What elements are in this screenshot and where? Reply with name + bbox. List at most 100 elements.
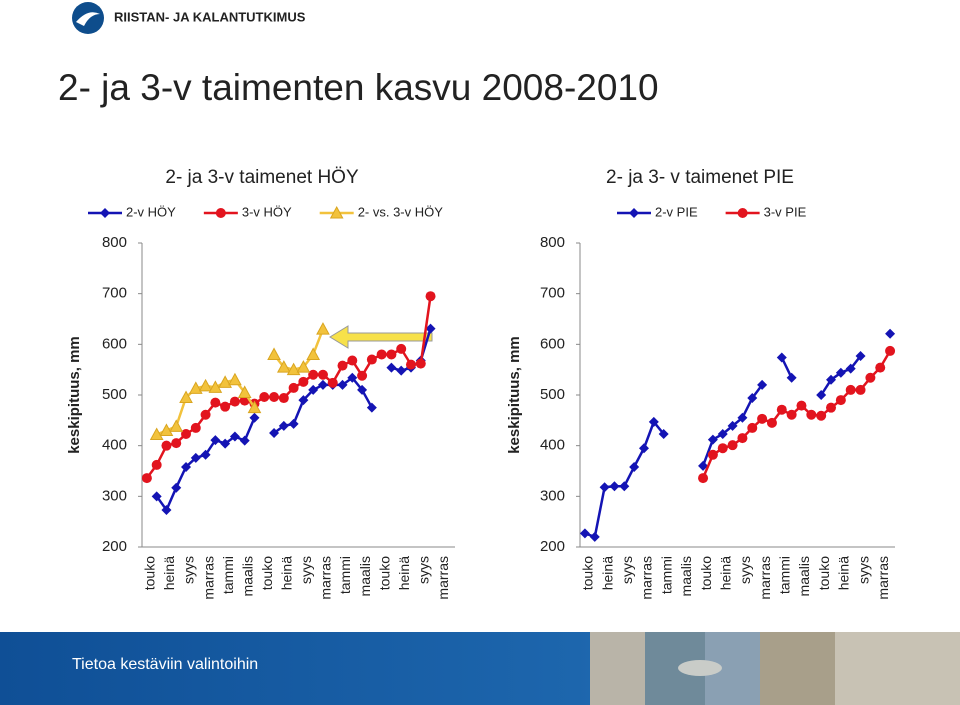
circle-marker [806,409,817,420]
circle-marker [737,433,748,444]
triangle-marker [159,423,174,436]
y-tick-label: 400 [540,437,565,454]
triangle-marker [149,427,164,441]
diamond-marker [100,208,110,218]
circle-marker [190,422,201,433]
diamond-marker [629,208,639,218]
circle-marker [885,345,896,356]
triangle-marker [276,360,291,373]
circle-marker [396,343,407,354]
circle-marker [816,410,827,421]
diamond-marker [151,491,162,502]
y-tick-label: 400 [102,437,127,454]
x-tick-label: marras [875,556,891,600]
circle-marker [181,429,192,440]
diamond-marker [717,429,728,440]
diamond-marker [579,528,590,539]
circle-marker [826,402,837,413]
slide-title: 2- ja 3-v taimenten kasvu 2008-2010 [58,67,659,108]
circle-marker [707,449,718,460]
annotation-arrow [329,325,433,349]
diamond-marker [171,482,182,493]
diamond-marker [288,418,299,429]
circle-marker [835,395,846,406]
diamond-marker [210,435,221,446]
circle-marker [376,349,387,360]
y-tick-label: 800 [102,234,127,251]
legend-label: 2- vs. 3-v HÖY [358,204,444,219]
x-tick-label: tammi [777,556,793,594]
triangle-marker [188,381,203,394]
x-tick-label: maalis [239,556,255,596]
diamond-marker [826,374,837,385]
diamond-marker [747,393,758,404]
x-tick-label: marras [200,556,216,600]
diamond-marker [337,379,348,390]
x-tick-label: syys [855,556,871,584]
y-tick-label: 200 [102,538,127,555]
circle-marker [171,438,182,449]
circle-marker [698,473,709,484]
circle-marker [757,413,768,424]
x-tick-label: heinä [836,556,852,590]
diamond-marker [220,438,231,449]
footer-photo [590,632,645,705]
footer-text: Tietoa kestäviin valintoihin [72,656,258,673]
circle-marker [347,355,358,366]
x-tick-label: touko [376,556,392,590]
circle-marker [415,358,426,369]
x-tick-label: syys [181,556,197,584]
diamond-marker [386,362,397,373]
diamond-marker [249,412,260,423]
x-tick-label: touko [698,556,714,590]
y-tick-label: 500 [102,386,127,403]
diamond-marker [707,434,718,445]
triangle-marker [296,360,311,373]
x-tick-label: maalis [357,556,373,596]
circle-marker [747,422,758,433]
triangle-marker [169,419,184,432]
x-tick-label: marras [435,556,451,600]
circle-marker [141,473,152,484]
triangle-marker [306,347,321,360]
diamond-marker [308,384,319,395]
footer-fish [678,660,722,676]
diamond-marker [425,323,436,334]
diamond-marker [239,435,250,446]
triangle-marker [228,372,242,386]
diamond-marker [190,452,201,463]
circle-marker [796,400,807,411]
y-axis-label: keskipituus, mm [506,336,523,454]
x-tick-label: marras [639,556,655,600]
x-tick-label: heinä [599,556,615,590]
diamond-marker [589,531,600,542]
diamond-marker [278,420,289,431]
circle-marker [357,370,368,381]
diamond-marker [855,350,866,361]
x-tick-label: syys [415,556,431,584]
diamond-marker [757,379,768,390]
triangle-marker [329,205,344,219]
x-tick-label: maalis [796,556,812,596]
diamond-marker [776,352,787,363]
triangle-marker [179,390,193,404]
y-tick-label: 200 [540,538,565,555]
diamond-marker [648,416,659,427]
diamond-marker [161,505,172,516]
diamond-marker [298,395,309,406]
circle-marker [161,440,172,451]
legend-label: 3-v PIE [764,204,807,219]
diamond-marker [629,461,640,472]
circle-marker [786,409,797,420]
y-tick-label: 800 [540,234,565,251]
legend-label: 2-v HÖY [126,204,176,219]
diamond-marker [229,431,240,442]
diamond-marker [317,379,328,390]
diamond-marker [727,420,738,431]
triangle-marker [198,378,213,392]
triangle-marker [218,375,232,388]
legend-label: 2-v PIE [655,204,698,219]
circle-marker [308,369,319,380]
logo-text: RIISTAN- JA KALANTUTKIMUS [114,9,306,24]
x-tick-label: touko [142,556,158,590]
